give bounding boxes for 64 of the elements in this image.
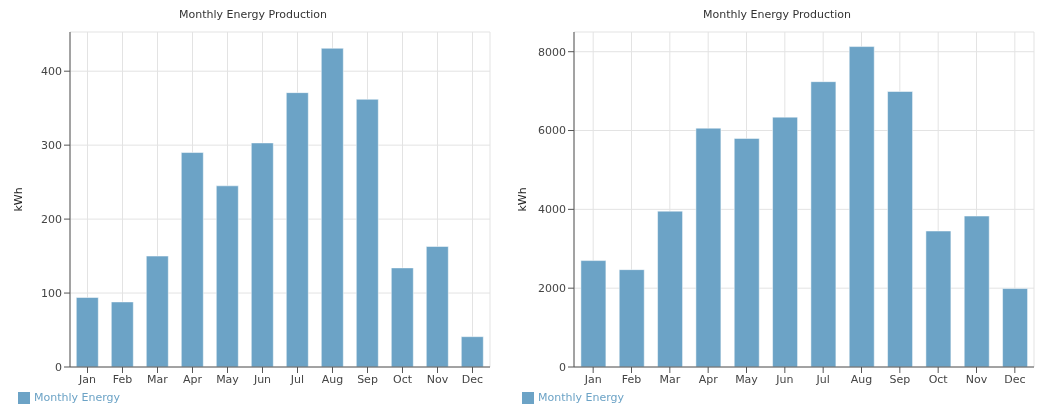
legend-label: Monthly Energy <box>34 391 121 404</box>
legend-label: Monthly Energy <box>538 391 625 404</box>
bar <box>146 255 169 367</box>
bar <box>772 116 798 367</box>
bar <box>356 99 379 367</box>
x-tick-label: Nov <box>426 372 449 386</box>
bar <box>286 92 309 367</box>
x-tick-label: Sep <box>889 372 911 386</box>
bar <box>963 215 990 367</box>
bar <box>111 301 134 367</box>
x-tick-label: Jul <box>289 372 305 386</box>
bar <box>321 48 344 367</box>
bar <box>887 91 913 367</box>
bar <box>618 269 645 367</box>
bar <box>461 336 484 367</box>
y-tick-label: 6000 <box>538 124 566 138</box>
chart-title: Monthly Energy Production <box>701 8 853 23</box>
y-tick-label: 0 <box>55 360 62 374</box>
x-tick-label: May <box>735 372 759 386</box>
bar <box>810 81 837 367</box>
y-tick-label: 2000 <box>538 282 566 296</box>
x-tick-label: Oct <box>928 372 949 386</box>
bar <box>251 142 274 367</box>
x-tick-label: Apr <box>182 372 203 386</box>
x-tick-label: Nov <box>965 372 988 386</box>
x-tick-label: Feb <box>112 372 133 386</box>
x-tick-label: Apr <box>698 372 719 386</box>
y-tick-label: 4000 <box>538 203 566 217</box>
bar <box>657 210 683 367</box>
y-tick-label: 8000 <box>538 45 566 59</box>
x-tick-label: Jun <box>252 372 272 386</box>
y-tick-label: 200 <box>41 213 62 226</box>
bar <box>1002 288 1028 367</box>
x-tick-label: May <box>216 372 240 386</box>
x-tick-label: Jan <box>78 372 96 386</box>
y-tick-label: 100 <box>41 286 62 300</box>
x-tick-label: Mar <box>659 372 681 386</box>
bar <box>733 138 760 367</box>
bar <box>848 46 875 367</box>
x-tick-label: Mar <box>147 372 169 386</box>
y-axis-title: kWh <box>515 187 529 212</box>
x-tick-label: Jun <box>775 372 794 386</box>
bar <box>925 230 952 367</box>
bar <box>695 127 722 367</box>
x-tick-label: Feb <box>621 372 642 386</box>
chart-title: Monthly Energy Production <box>177 8 329 23</box>
bar <box>391 267 414 367</box>
bar <box>216 185 239 367</box>
x-tick-label: Aug <box>850 372 873 386</box>
y-tick-label: 0 <box>559 360 566 374</box>
x-tick-label: Dec <box>1004 372 1026 386</box>
x-tick-label: Aug <box>321 372 344 386</box>
bar <box>426 246 449 367</box>
x-tick-label: Oct <box>392 372 413 386</box>
y-tick-label: 400 <box>41 65 62 79</box>
bar <box>580 260 607 367</box>
y-tick-label: 300 <box>41 139 62 153</box>
bar <box>181 152 204 367</box>
bar <box>76 297 99 367</box>
x-tick-label: Jan <box>583 372 602 386</box>
x-tick-label: Dec <box>461 372 484 386</box>
x-tick-label: Sep <box>357 372 378 386</box>
y-axis-title: kWh <box>11 187 25 212</box>
x-tick-label: Jul <box>815 372 830 386</box>
